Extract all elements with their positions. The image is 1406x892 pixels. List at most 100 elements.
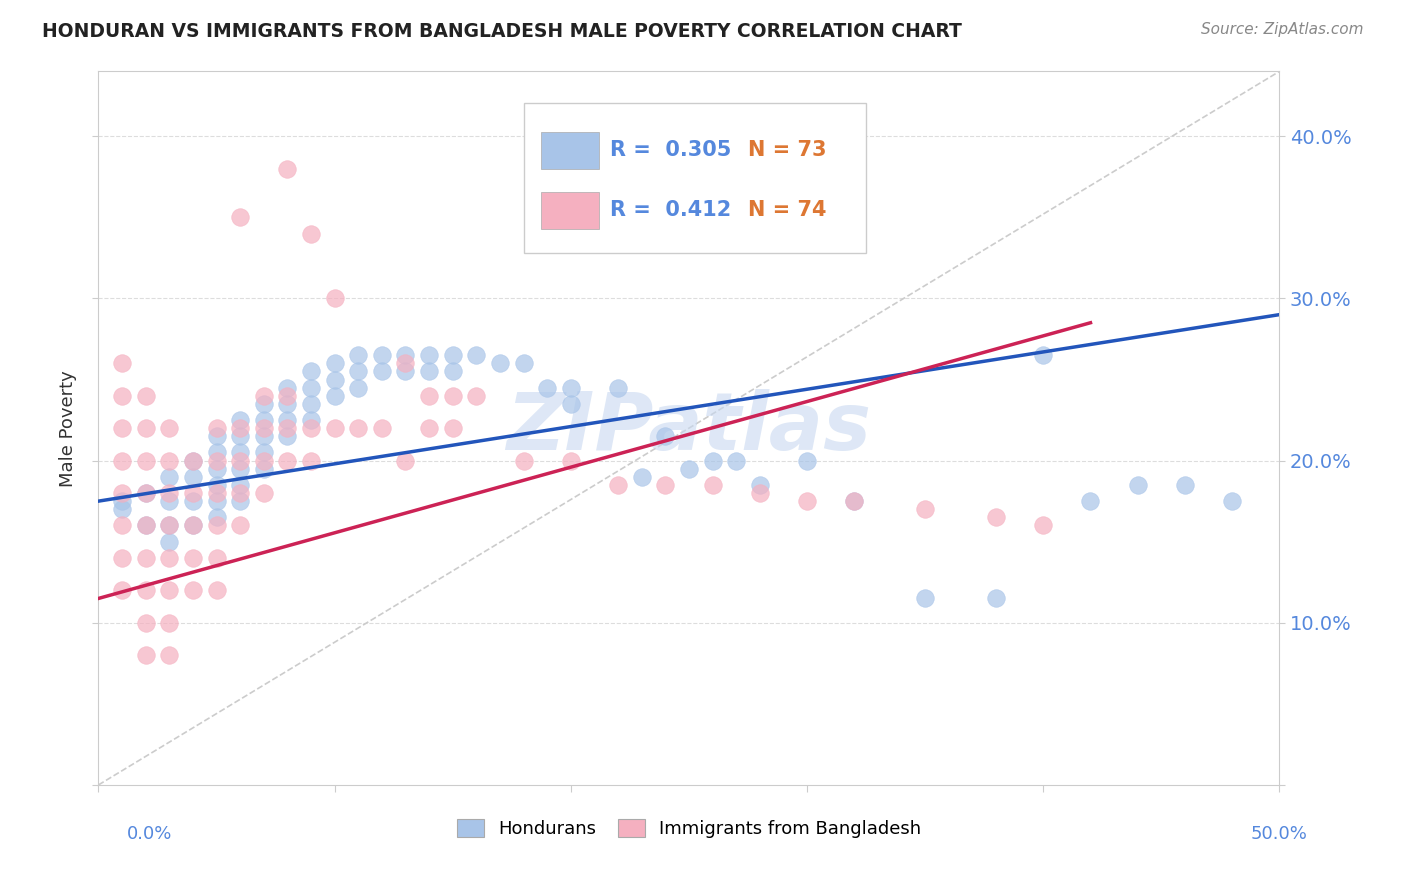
FancyBboxPatch shape	[523, 103, 866, 253]
Text: 50.0%: 50.0%	[1251, 825, 1308, 843]
Point	[135, 486, 157, 500]
Point	[560, 453, 582, 467]
Text: R =  0.412: R = 0.412	[610, 200, 731, 219]
Point	[135, 453, 157, 467]
Point	[135, 421, 157, 435]
Point	[205, 518, 228, 533]
Point	[111, 389, 134, 403]
Point	[229, 453, 252, 467]
Text: ZIPatlas: ZIPatlas	[506, 389, 872, 467]
Point	[205, 461, 228, 475]
Point	[299, 227, 322, 241]
Point	[229, 494, 252, 508]
Point	[371, 364, 394, 378]
Point	[135, 518, 157, 533]
Point	[654, 478, 676, 492]
Point	[253, 413, 276, 427]
Point	[276, 421, 298, 435]
Point	[205, 478, 228, 492]
Point	[253, 453, 276, 467]
Point	[229, 429, 252, 443]
Point	[229, 421, 252, 435]
Point	[229, 518, 252, 533]
Point	[299, 413, 322, 427]
Point	[111, 453, 134, 467]
Point	[157, 470, 180, 484]
Point	[229, 486, 252, 500]
Point	[725, 453, 748, 467]
Point	[253, 429, 276, 443]
Point	[111, 518, 134, 533]
Point	[181, 550, 204, 565]
Point	[135, 550, 157, 565]
Point	[181, 486, 204, 500]
Point	[323, 356, 346, 370]
Point	[253, 486, 276, 500]
Point	[205, 486, 228, 500]
Y-axis label: Male Poverty: Male Poverty	[59, 370, 77, 486]
Point	[157, 534, 180, 549]
Point	[844, 494, 866, 508]
Point	[205, 421, 228, 435]
Point	[276, 161, 298, 176]
Point	[229, 413, 252, 427]
Point	[229, 211, 252, 225]
Point	[253, 389, 276, 403]
Point	[157, 421, 180, 435]
Point	[135, 486, 157, 500]
Point	[135, 389, 157, 403]
Point	[205, 429, 228, 443]
Point	[299, 381, 322, 395]
Point	[157, 494, 180, 508]
Point	[1080, 494, 1102, 508]
Point	[135, 583, 157, 598]
Point	[276, 397, 298, 411]
Point	[276, 389, 298, 403]
Point	[276, 429, 298, 443]
Point	[157, 615, 180, 630]
Point	[111, 421, 134, 435]
Point	[347, 348, 370, 362]
Point	[157, 453, 180, 467]
Point	[111, 502, 134, 516]
Point	[512, 453, 534, 467]
Point	[205, 583, 228, 598]
Text: HONDURAN VS IMMIGRANTS FROM BANGLADESH MALE POVERTY CORRELATION CHART: HONDURAN VS IMMIGRANTS FROM BANGLADESH M…	[42, 22, 962, 41]
Point	[253, 445, 276, 459]
Point	[394, 348, 416, 362]
Point	[441, 421, 464, 435]
Point	[135, 615, 157, 630]
Point	[205, 510, 228, 524]
Point	[678, 461, 700, 475]
Point	[844, 494, 866, 508]
Point	[796, 494, 818, 508]
Point	[347, 421, 370, 435]
Point	[299, 364, 322, 378]
Point	[418, 364, 440, 378]
Point	[748, 478, 770, 492]
Point	[323, 389, 346, 403]
Point	[229, 478, 252, 492]
Point	[394, 453, 416, 467]
Point	[914, 591, 936, 606]
Point	[914, 502, 936, 516]
Point	[465, 348, 488, 362]
Point	[157, 486, 180, 500]
Point	[229, 461, 252, 475]
FancyBboxPatch shape	[541, 132, 599, 169]
Point	[276, 381, 298, 395]
Point	[418, 348, 440, 362]
Point	[229, 445, 252, 459]
Point	[394, 364, 416, 378]
Point	[157, 583, 180, 598]
Point	[253, 397, 276, 411]
Text: R =  0.305: R = 0.305	[610, 140, 731, 160]
Point	[1032, 518, 1054, 533]
Text: N = 74: N = 74	[748, 200, 827, 219]
Point	[181, 518, 204, 533]
Point	[135, 648, 157, 663]
Point	[607, 478, 630, 492]
Legend: Hondurans, Immigrants from Bangladesh: Hondurans, Immigrants from Bangladesh	[447, 810, 931, 847]
Point	[630, 470, 652, 484]
Point	[299, 421, 322, 435]
